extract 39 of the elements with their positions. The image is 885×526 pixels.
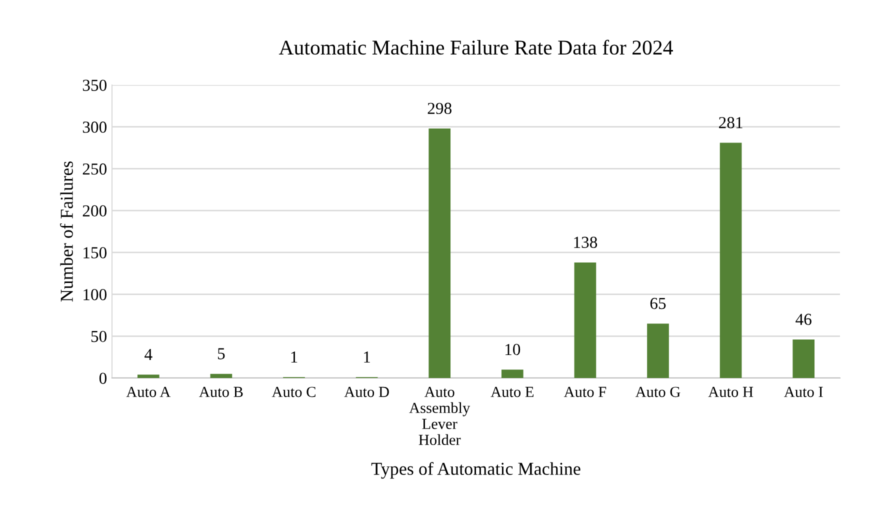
data-label: 4	[144, 349, 152, 360]
data-label: 46	[796, 314, 812, 325]
data-label: 10	[506, 344, 520, 356]
x-tick-label: Auto E	[490, 386, 534, 398]
data-label: 1	[364, 352, 370, 362]
bar	[574, 262, 596, 378]
bar	[647, 324, 669, 378]
data-label: 298	[428, 102, 452, 114]
y-tick-label: 250	[82, 163, 107, 175]
x-tick-label: Auto B	[199, 386, 243, 398]
bar	[720, 142, 742, 378]
data-label: 138	[574, 236, 598, 248]
x-tick-label: Auto D	[344, 386, 389, 398]
data-label: 1	[291, 352, 298, 362]
chart-title: Automatic Machine Failure Rate Data for 2024	[278, 40, 673, 55]
x-tick-label: Auto I	[784, 386, 823, 398]
data-label: 5	[218, 348, 225, 360]
y-tick-label: 50	[91, 330, 107, 342]
x-axis-title: Types of Automatic Machine	[371, 462, 580, 479]
x-tick-label: Auto F	[564, 386, 606, 398]
bar	[501, 370, 524, 378]
y-tick-label: 0	[99, 372, 107, 384]
y-tick-label: 150	[84, 247, 107, 258]
bar	[792, 339, 815, 378]
y-tick-label: 100	[84, 288, 107, 300]
y-tick-label: 350	[82, 80, 107, 91]
y-tick-label: 200	[82, 205, 107, 217]
y-tick-label: 300	[82, 122, 107, 133]
x-tick-label: Auto C	[272, 386, 316, 398]
bar	[137, 374, 160, 378]
x-tick-label: Auto H	[708, 386, 754, 398]
data-label: 65	[650, 298, 666, 310]
y-axis-title: Number of Failures	[60, 161, 73, 302]
bar	[210, 374, 232, 378]
x-tick-label: Auto G	[635, 386, 680, 398]
data-label: 281	[719, 117, 742, 128]
bar	[428, 128, 451, 378]
x-tick-label: Auto Assembly Lever Holder	[409, 386, 470, 446]
x-tick-label: Auto A	[126, 386, 171, 398]
